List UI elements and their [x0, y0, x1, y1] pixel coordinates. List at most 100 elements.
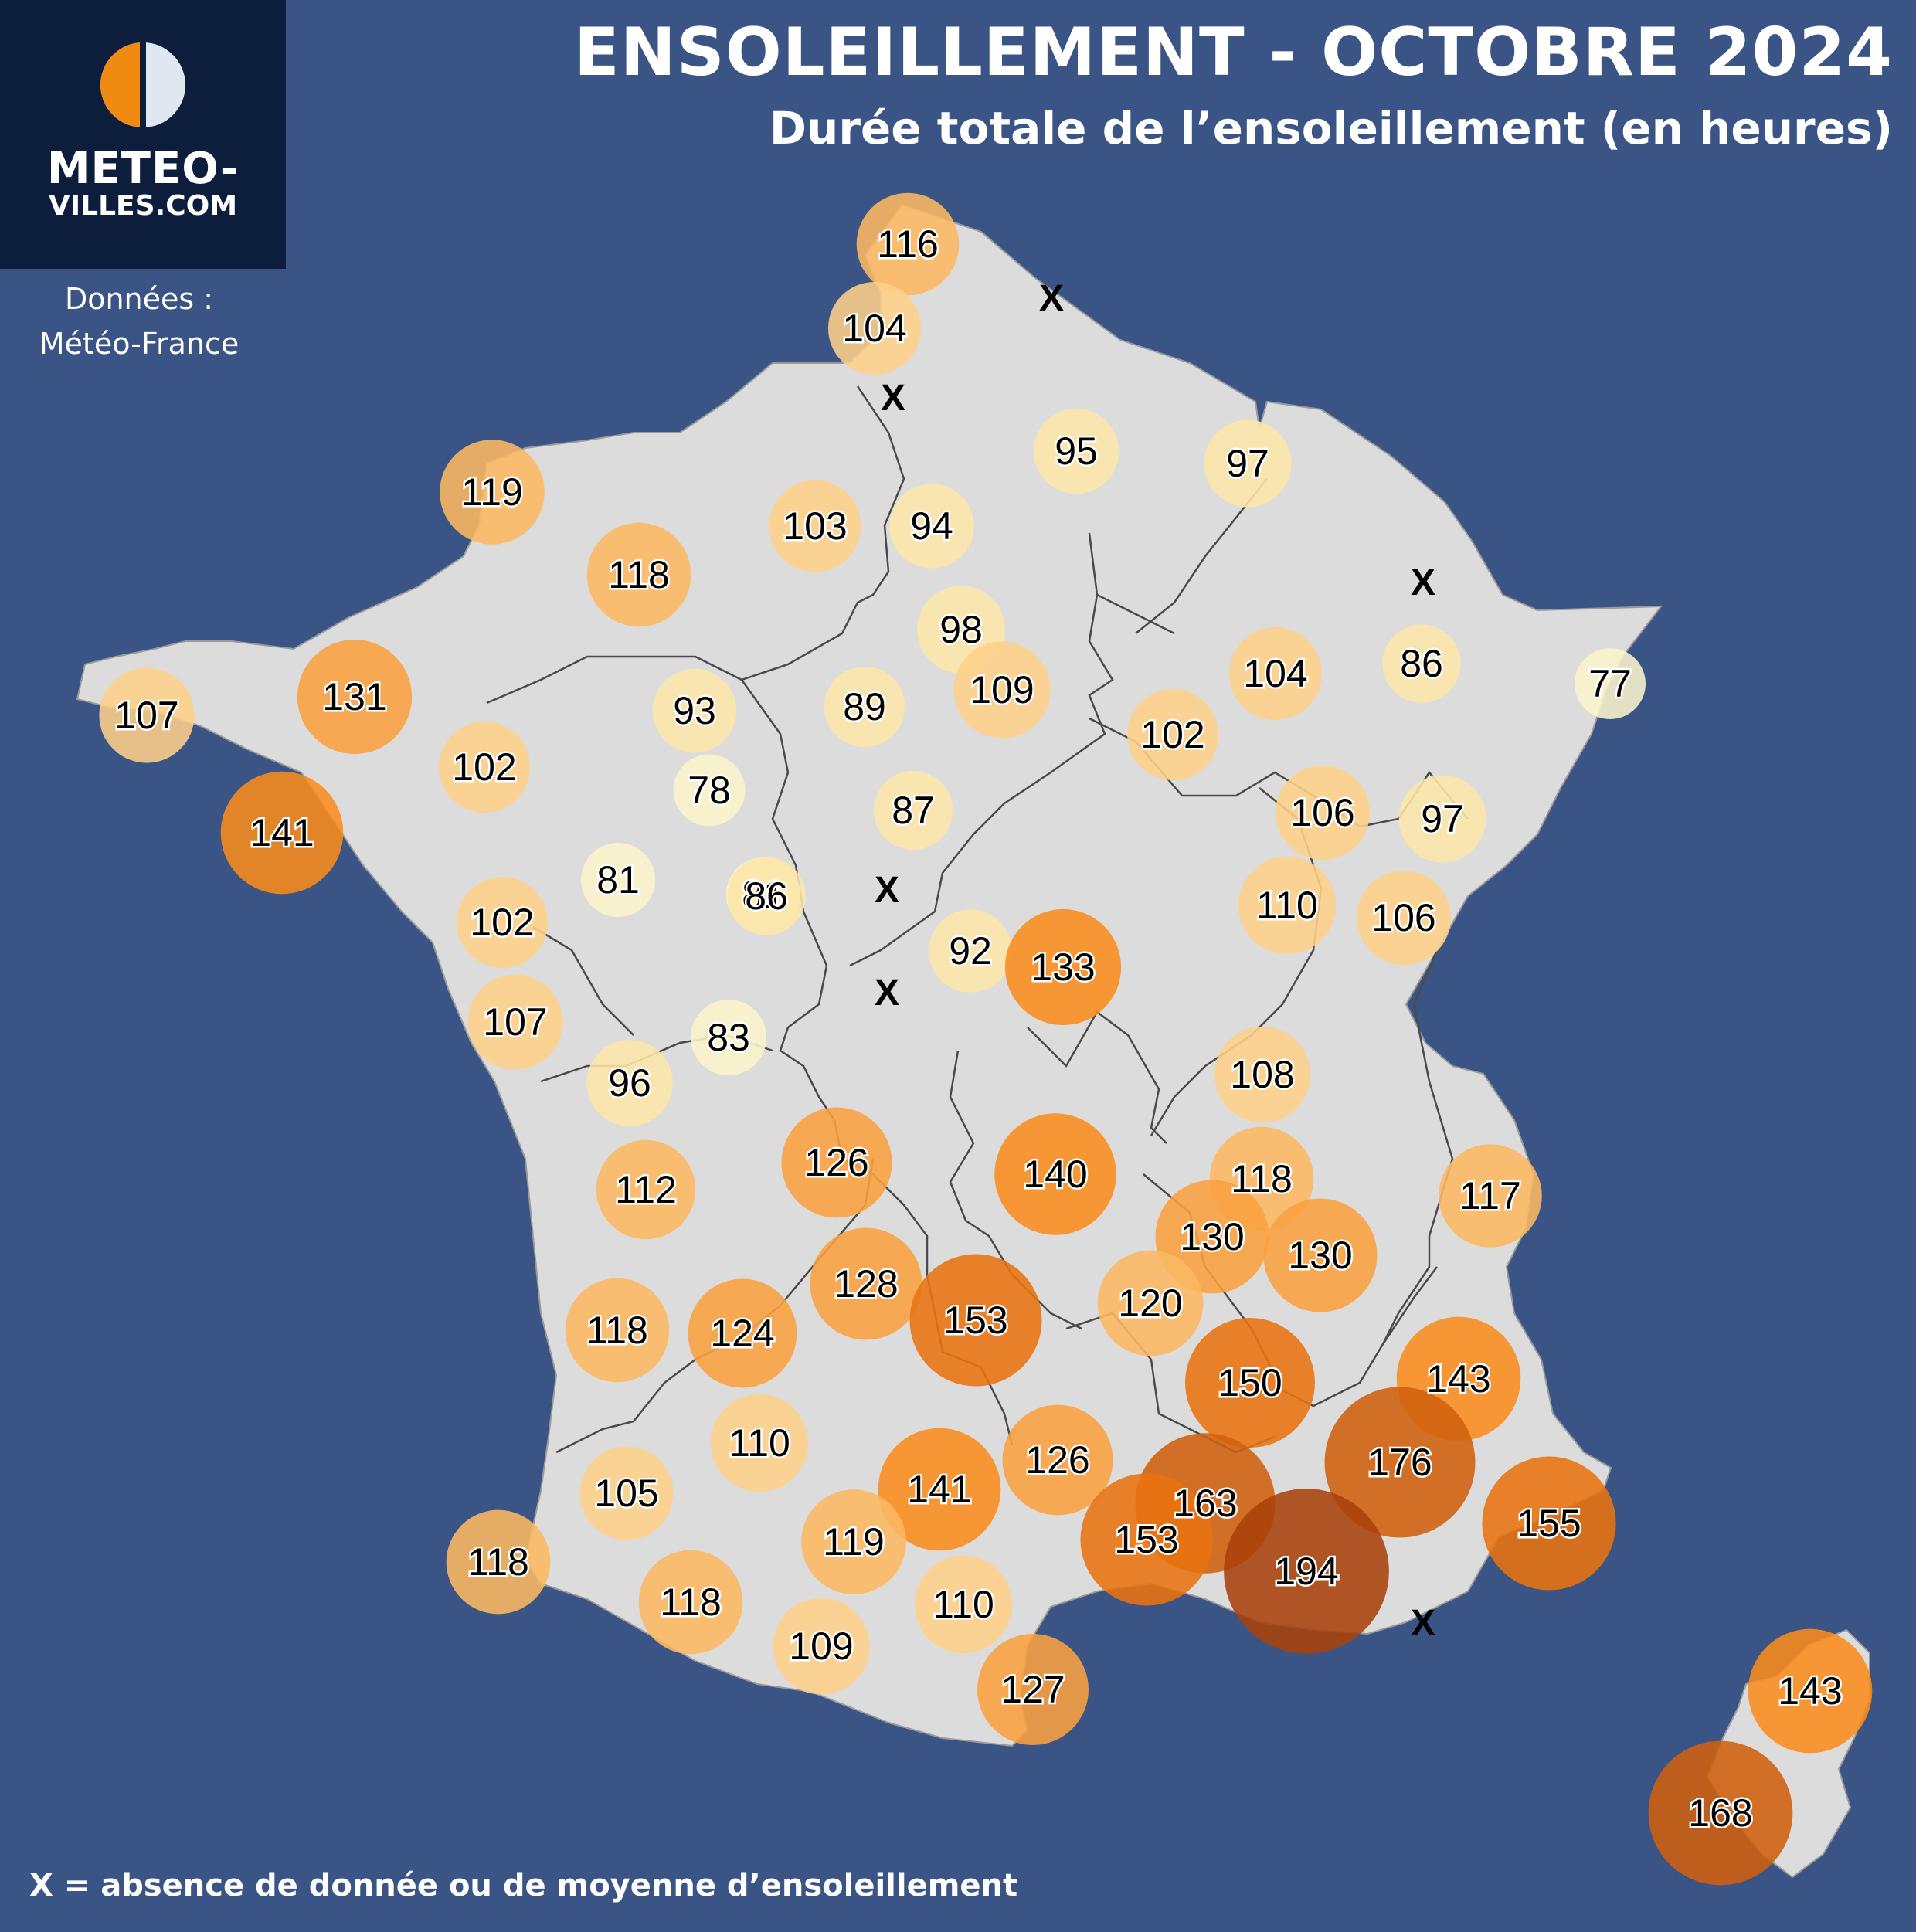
station-circle	[889, 484, 974, 569]
station-circle	[638, 1550, 743, 1655]
station-value: 108	[1230, 1053, 1294, 1096]
station-value: 155	[1517, 1502, 1581, 1545]
station-value: 127	[1000, 1668, 1065, 1711]
station-circle	[727, 857, 806, 935]
station-circle	[801, 1489, 906, 1594]
station-circle	[781, 1107, 892, 1218]
station-value: 150	[1218, 1361, 1282, 1404]
station-value: 118	[660, 1581, 722, 1624]
source-line1: Données :	[64, 282, 214, 316]
station-value: 86	[745, 874, 788, 918]
station-circle	[1097, 1250, 1204, 1356]
station-circle	[1224, 1489, 1389, 1654]
station-value: 118	[1231, 1157, 1293, 1200]
station-circle	[1648, 1740, 1793, 1886]
station-value: 81	[596, 858, 640, 901]
station-value: 102	[452, 745, 516, 789]
station-circle	[1238, 856, 1337, 955]
missing-data-marker: X	[1411, 562, 1435, 603]
station-value: 107	[483, 1000, 547, 1044]
station-value: 124	[710, 1312, 774, 1355]
station-circle	[929, 909, 1012, 993]
station-value: 96	[608, 1061, 651, 1105]
station-circle	[220, 771, 344, 895]
station-circle	[446, 1509, 551, 1615]
station-circle	[99, 667, 195, 763]
station-circle	[1228, 626, 1323, 721]
station-circle	[579, 1446, 674, 1540]
station-circle	[1398, 775, 1486, 863]
station-circle	[652, 668, 737, 753]
station-value: 119	[823, 1520, 885, 1564]
station-circle	[690, 999, 767, 1076]
station-value: 106	[1371, 896, 1435, 939]
station-circle	[297, 639, 413, 755]
station-value: 141	[250, 811, 314, 854]
station-value: 87	[892, 789, 935, 832]
station-value: 103	[783, 504, 847, 548]
station-circle	[710, 1394, 809, 1492]
station-circle	[769, 480, 861, 572]
station-value: 110	[1256, 884, 1318, 927]
missing-data-marker: X	[881, 378, 905, 419]
station-circle	[1080, 1473, 1213, 1606]
station-value: 133	[1031, 946, 1095, 989]
station-circle	[457, 877, 548, 968]
station-value: 83	[707, 1016, 750, 1059]
station-circle	[439, 722, 530, 813]
station-circle	[586, 522, 691, 627]
station-value: 77	[1588, 662, 1632, 705]
logo[interactable]: METEO- VILLES.COM	[0, 0, 286, 269]
station-circle	[1439, 1144, 1542, 1248]
missing-data-marker: X	[1411, 1603, 1435, 1644]
missing-data-marker: X	[875, 870, 899, 911]
station-value: 94	[910, 504, 953, 548]
station-circle	[773, 1598, 870, 1695]
station-circle	[1004, 908, 1122, 1026]
page-subtitle: Durée totale de l’ensoleillement (en heu…	[769, 102, 1893, 154]
station-value: 168	[1688, 1791, 1752, 1835]
station-value: 116	[877, 222, 939, 266]
station-value: 143	[1426, 1357, 1490, 1401]
station-value: 92	[949, 929, 992, 973]
station-circle	[1748, 1628, 1873, 1754]
station-value: 131	[322, 675, 386, 718]
station-circle	[1185, 1318, 1315, 1448]
missing-data-marker: X	[1039, 278, 1064, 319]
station-value: 97	[1421, 797, 1464, 840]
station-value: 163	[1173, 1482, 1237, 1525]
logo-line2: VILLES.COM	[48, 190, 238, 222]
station-circle	[856, 192, 960, 296]
station-value: 78	[688, 769, 731, 812]
station-circle	[580, 842, 656, 918]
station-circle	[1033, 408, 1119, 494]
station-value: 143	[1778, 1669, 1842, 1713]
station-circle	[440, 440, 545, 545]
station-circle	[994, 1113, 1116, 1235]
station-circle	[1204, 419, 1292, 508]
missing-data-marker: X	[875, 973, 899, 1014]
station-value: 112	[615, 1168, 677, 1211]
station-value: 110	[729, 1421, 790, 1465]
station-circle	[1382, 624, 1461, 703]
station-value: 118	[467, 1540, 529, 1584]
source-line2: Météo-France	[39, 327, 240, 361]
station-circle	[1275, 765, 1371, 861]
station-circle	[467, 974, 563, 1070]
station-circle	[688, 1278, 797, 1388]
station-circle	[909, 1254, 1042, 1387]
logo-line1: METEO-	[46, 144, 240, 194]
station-value: 104	[842, 307, 906, 350]
station-value: 81	[742, 873, 785, 916]
station-circle	[1002, 1404, 1113, 1516]
station-value: 95	[1055, 430, 1098, 473]
station-circles: 116 104 95 97 119 103 94 118 98 109 104 86 77 107 131 9…	[99, 192, 1873, 1886]
station-value: 98	[939, 608, 983, 651]
station-value: 153	[943, 1299, 1007, 1342]
station-circle	[1575, 648, 1646, 719]
station-circle	[878, 1428, 1001, 1551]
station-value: 106	[1290, 791, 1354, 834]
station-value: 102	[470, 901, 534, 944]
station-value: 110	[933, 1583, 994, 1626]
